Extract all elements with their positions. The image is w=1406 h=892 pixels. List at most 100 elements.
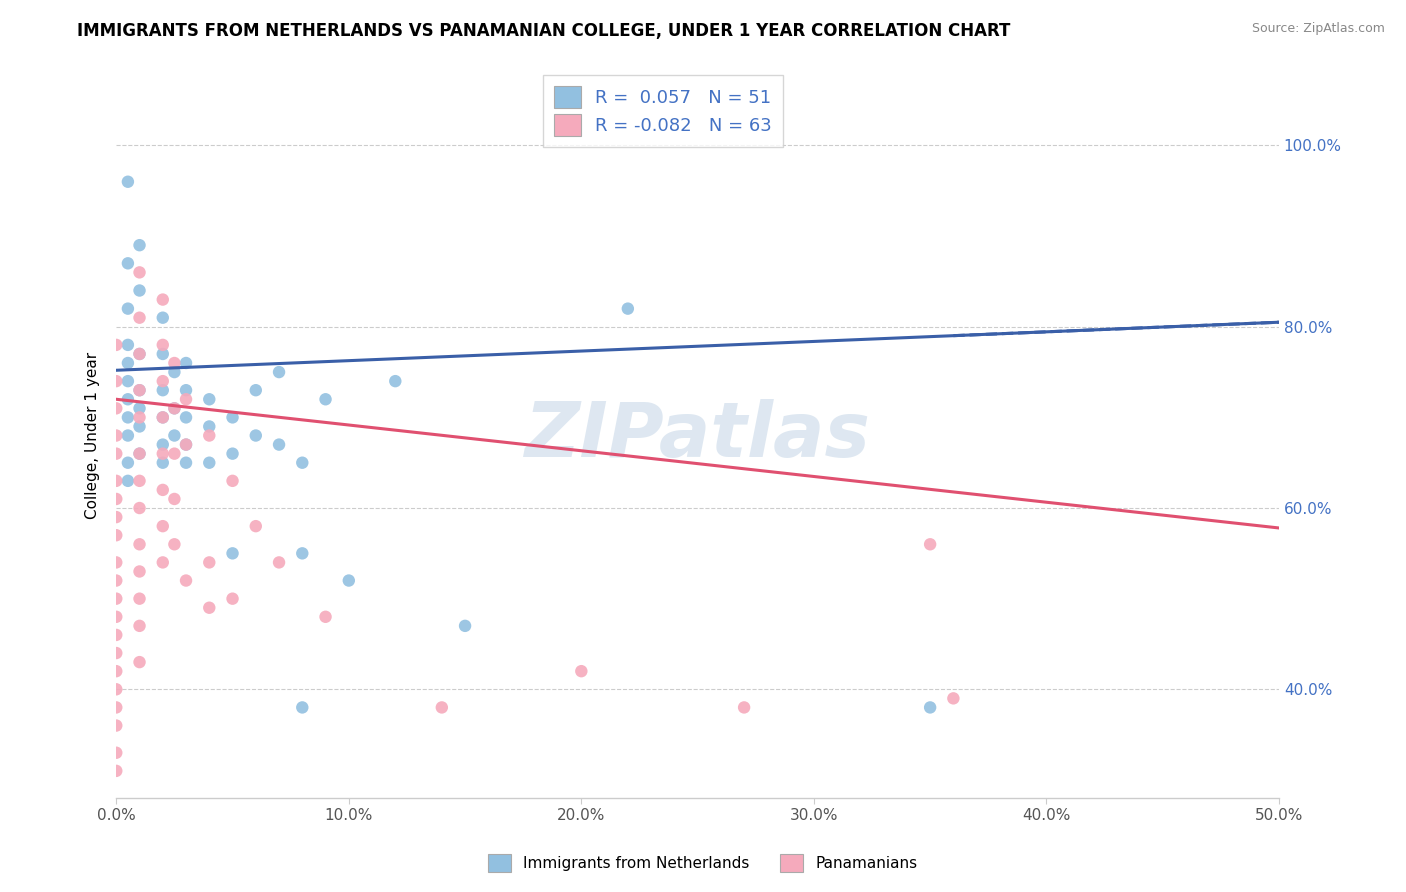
Point bbox=[117, 410, 139, 425]
Point bbox=[117, 356, 139, 370]
Point bbox=[942, 691, 965, 706]
Point bbox=[117, 338, 139, 352]
Point bbox=[198, 419, 221, 434]
Point bbox=[128, 401, 150, 416]
Point bbox=[128, 265, 150, 279]
Legend: Immigrants from Netherlands, Panamanians: Immigrants from Netherlands, Panamanians bbox=[481, 846, 925, 880]
Point bbox=[128, 284, 150, 298]
Point bbox=[245, 519, 267, 533]
Point bbox=[163, 447, 186, 461]
Point bbox=[128, 537, 150, 551]
Point bbox=[105, 474, 128, 488]
Point bbox=[105, 528, 128, 542]
Point bbox=[117, 256, 139, 270]
Point bbox=[337, 574, 360, 588]
Point bbox=[384, 374, 406, 388]
Point bbox=[291, 700, 314, 714]
Point bbox=[128, 383, 150, 397]
Point bbox=[128, 591, 150, 606]
Point bbox=[198, 456, 221, 470]
Point bbox=[291, 456, 314, 470]
Point bbox=[152, 347, 174, 361]
Point bbox=[221, 546, 243, 560]
Point bbox=[105, 491, 128, 506]
Point bbox=[152, 556, 174, 570]
Text: ZIPatlas: ZIPatlas bbox=[524, 399, 870, 473]
Point bbox=[733, 700, 755, 714]
Point bbox=[152, 293, 174, 307]
Point bbox=[105, 338, 128, 352]
Point bbox=[152, 519, 174, 533]
Point bbox=[198, 600, 221, 615]
Point bbox=[245, 383, 267, 397]
Y-axis label: College, Under 1 year: College, Under 1 year bbox=[86, 352, 100, 519]
Point bbox=[315, 392, 337, 407]
Point bbox=[174, 392, 197, 407]
Point bbox=[174, 437, 197, 451]
Point bbox=[617, 301, 640, 316]
Point bbox=[221, 447, 243, 461]
Point bbox=[105, 556, 128, 570]
Point bbox=[291, 546, 314, 560]
Point bbox=[128, 447, 150, 461]
Point bbox=[221, 410, 243, 425]
Text: IMMIGRANTS FROM NETHERLANDS VS PANAMANIAN COLLEGE, UNDER 1 YEAR CORRELATION CHAR: IMMIGRANTS FROM NETHERLANDS VS PANAMANIA… bbox=[77, 22, 1011, 40]
Point bbox=[920, 700, 942, 714]
Point bbox=[174, 410, 197, 425]
Point bbox=[128, 474, 150, 488]
Point bbox=[198, 428, 221, 442]
Point bbox=[152, 410, 174, 425]
Point bbox=[163, 491, 186, 506]
Point bbox=[152, 383, 174, 397]
Point bbox=[117, 175, 139, 189]
Point bbox=[128, 655, 150, 669]
Point bbox=[128, 347, 150, 361]
Point bbox=[174, 383, 197, 397]
Point bbox=[117, 456, 139, 470]
Point bbox=[105, 447, 128, 461]
Point bbox=[152, 310, 174, 325]
Point bbox=[128, 565, 150, 579]
Point bbox=[221, 474, 243, 488]
Point bbox=[105, 628, 128, 642]
Point bbox=[128, 383, 150, 397]
Point bbox=[569, 664, 592, 678]
Point bbox=[152, 437, 174, 451]
Point bbox=[105, 700, 128, 714]
Point bbox=[105, 746, 128, 760]
Point bbox=[117, 301, 139, 316]
Point bbox=[105, 718, 128, 732]
Point bbox=[117, 374, 139, 388]
Point bbox=[315, 609, 337, 624]
Point bbox=[128, 619, 150, 633]
Point bbox=[105, 401, 128, 416]
Point bbox=[163, 428, 186, 442]
Point bbox=[128, 347, 150, 361]
Point bbox=[105, 764, 128, 778]
Point bbox=[221, 591, 243, 606]
Point bbox=[117, 428, 139, 442]
Point bbox=[117, 474, 139, 488]
Point bbox=[128, 501, 150, 516]
Point bbox=[174, 356, 197, 370]
Point bbox=[198, 556, 221, 570]
Point bbox=[174, 574, 197, 588]
Point bbox=[128, 419, 150, 434]
Point bbox=[174, 456, 197, 470]
Point bbox=[163, 537, 186, 551]
Point bbox=[128, 447, 150, 461]
Point bbox=[152, 374, 174, 388]
Point bbox=[163, 356, 186, 370]
Point bbox=[163, 401, 186, 416]
Point bbox=[105, 682, 128, 697]
Point bbox=[267, 437, 290, 451]
Point bbox=[163, 401, 186, 416]
Point bbox=[163, 365, 186, 379]
Point bbox=[117, 392, 139, 407]
Point bbox=[267, 365, 290, 379]
Point bbox=[267, 556, 290, 570]
Point bbox=[105, 609, 128, 624]
Point bbox=[128, 238, 150, 252]
Point bbox=[105, 428, 128, 442]
Point bbox=[105, 574, 128, 588]
